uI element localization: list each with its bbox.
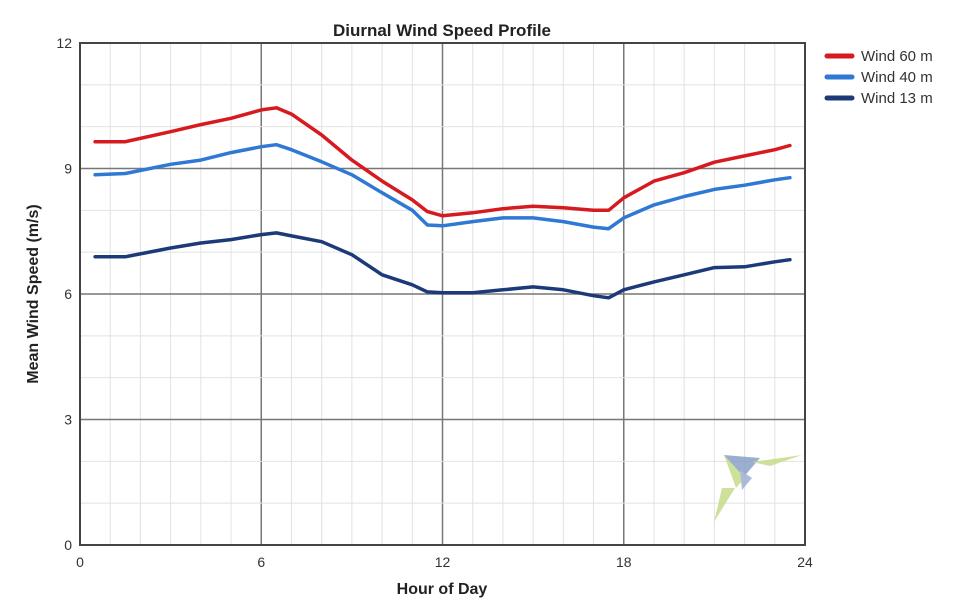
y-tick-label: 6	[64, 286, 72, 302]
tick-labels: 0 6 12 18 24 0 3 6 9 12	[56, 35, 813, 570]
x-tick-label: 6	[257, 554, 265, 570]
x-axis-label: Hour of Day	[397, 581, 488, 598]
x-tick-label: 12	[435, 554, 451, 570]
legend-label: Wind 13 m	[861, 90, 933, 107]
series-line-wind-60-m	[93, 106, 792, 218]
y-tick-label: 12	[56, 35, 72, 51]
legend: Wind 60 m Wind 40 m Wind 13 m	[824, 48, 933, 107]
series-line-wind-13-m	[93, 231, 792, 300]
x-tick-label: 18	[616, 554, 632, 570]
series-lines	[93, 106, 792, 300]
logo-kite-icon	[714, 455, 802, 522]
legend-label: Wind 40 m	[861, 69, 933, 86]
legend-label: Wind 60 m	[861, 48, 933, 65]
y-tick-label: 9	[64, 161, 72, 177]
x-tick-label: 24	[797, 554, 813, 570]
y-axis-label: Mean Wind Speed (m/s)	[25, 204, 42, 383]
x-tick-label: 0	[76, 554, 84, 570]
plot-frame	[79, 42, 806, 546]
chart-title: Diurnal Wind Speed Profile	[333, 21, 551, 40]
y-tick-label: 0	[64, 537, 72, 553]
series-line-wind-40-m	[93, 142, 792, 231]
y-tick-label: 3	[64, 412, 72, 428]
